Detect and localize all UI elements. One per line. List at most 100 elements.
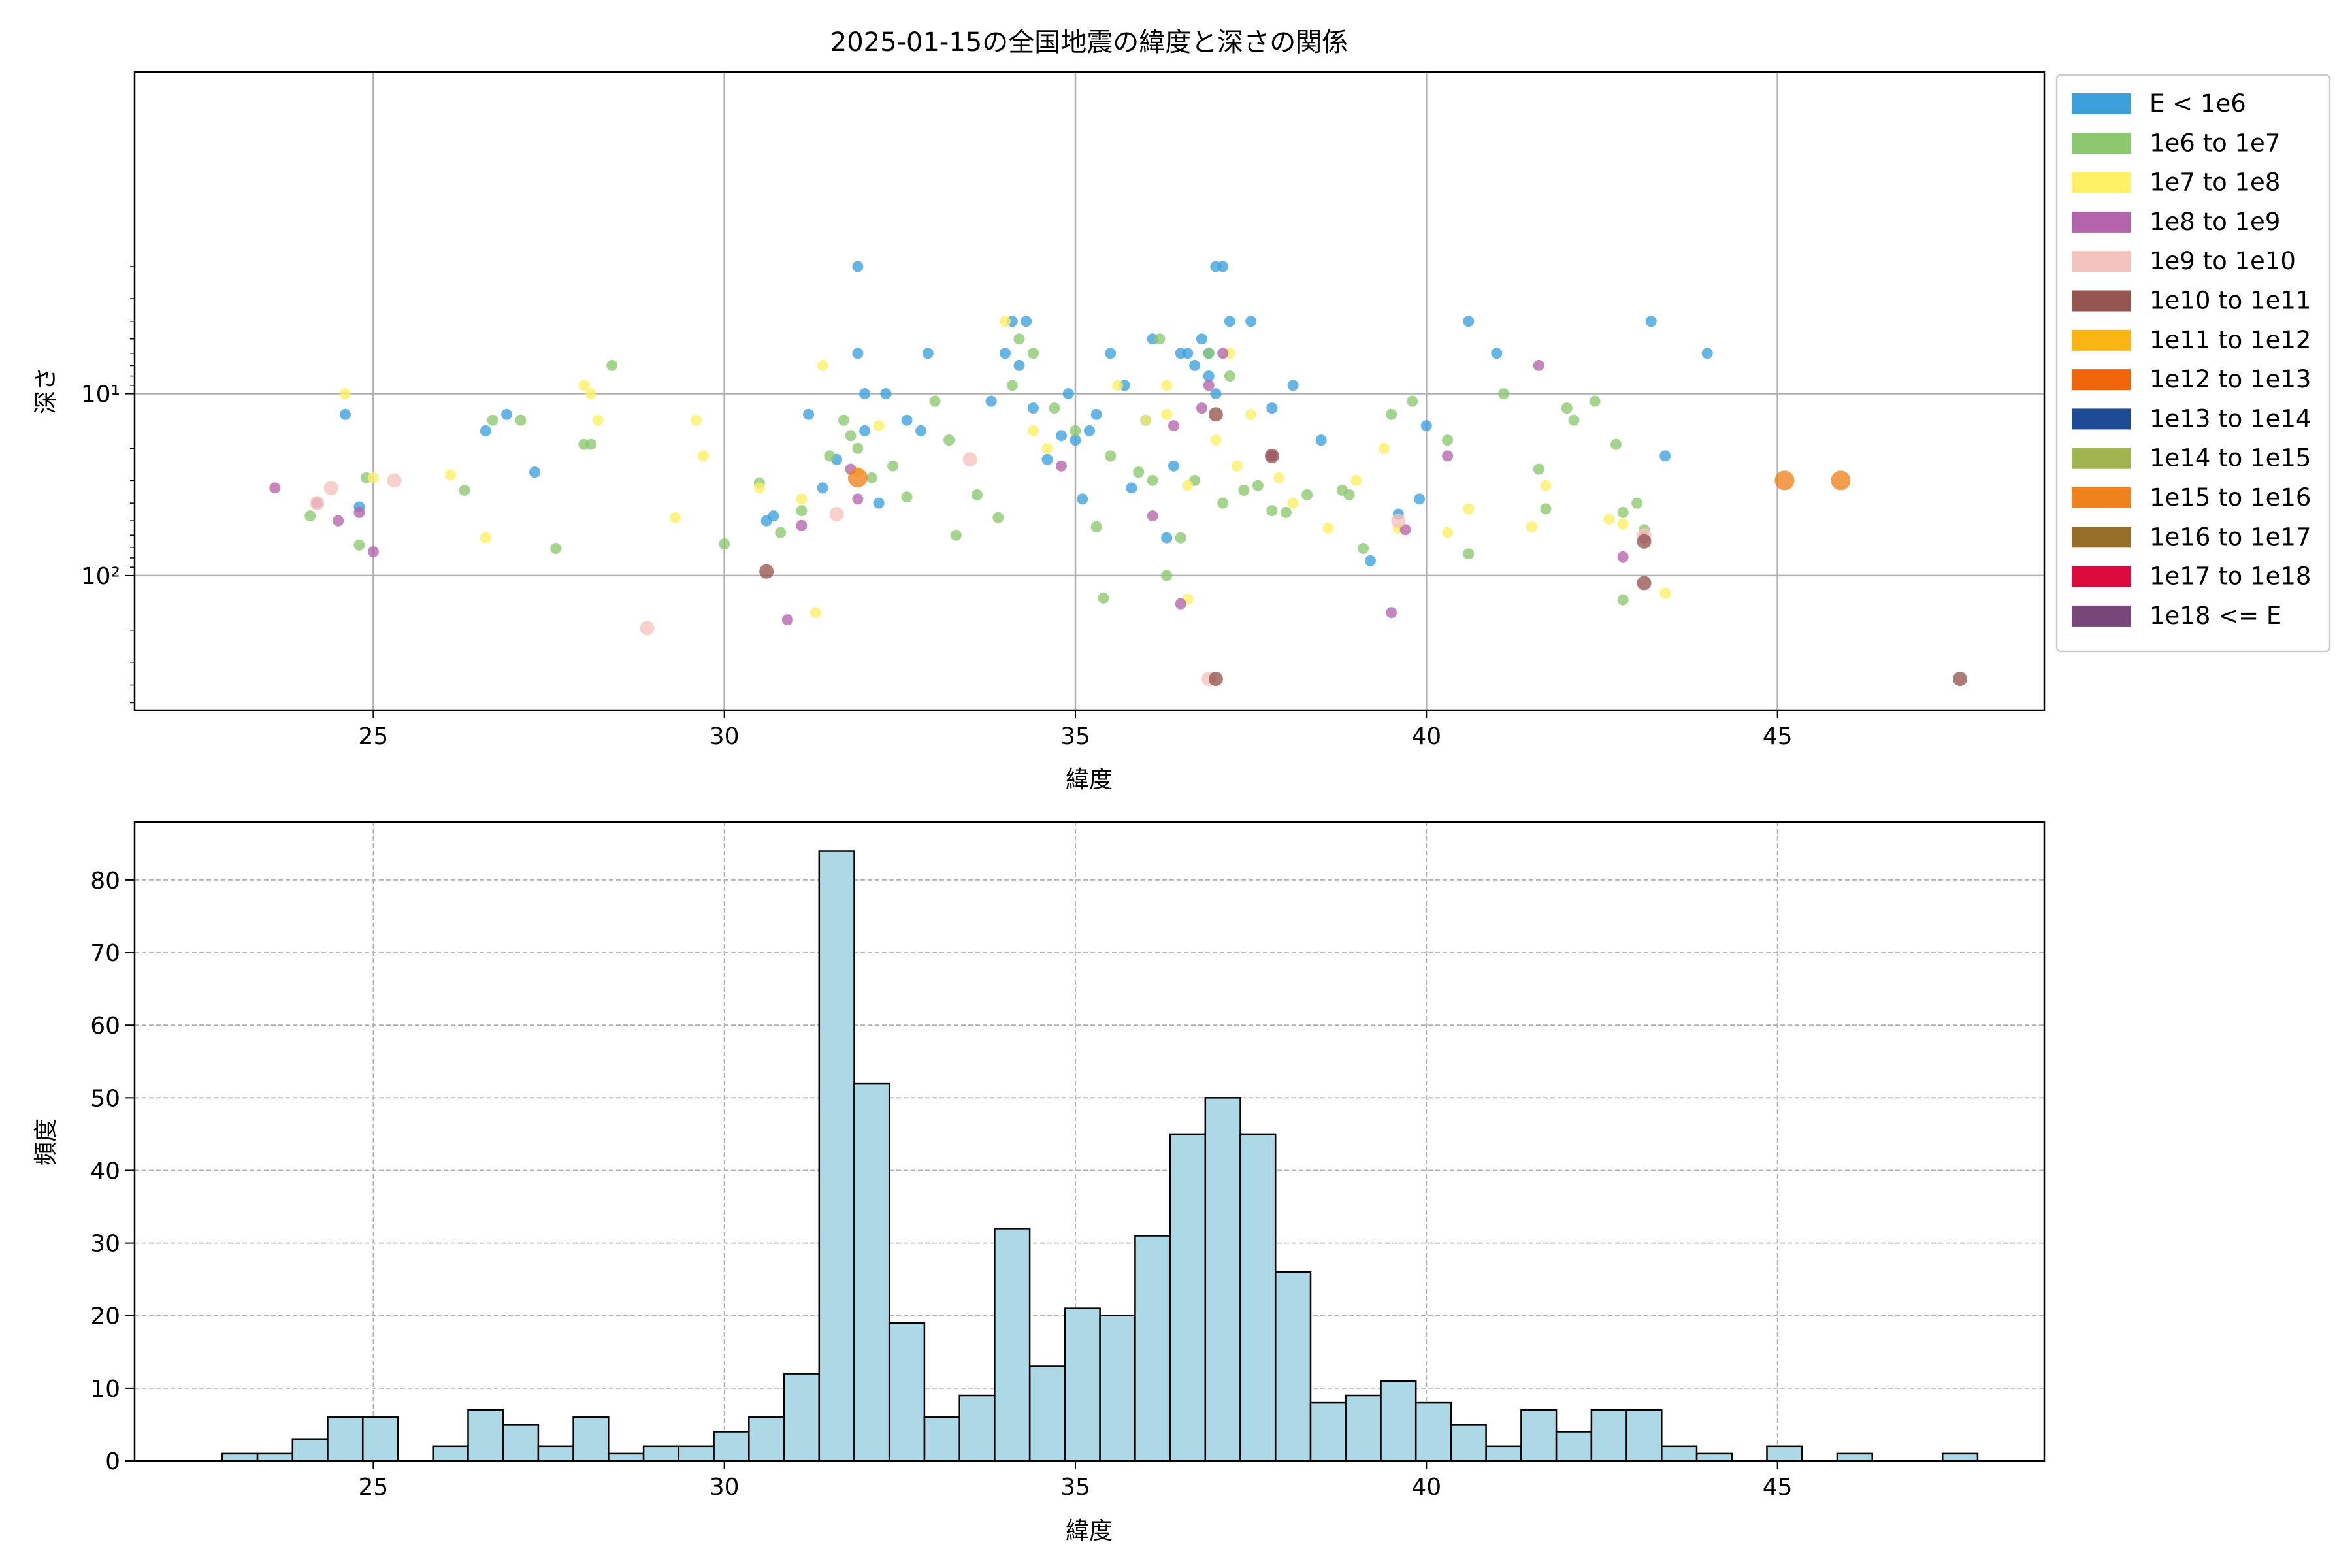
scatter-point [824, 450, 836, 462]
scatter-point [1013, 359, 1025, 371]
scatter-point [1049, 402, 1060, 414]
scatter-point [1217, 348, 1229, 359]
scatter-point [1224, 316, 1235, 327]
histogram-bar [467, 1409, 504, 1462]
histogram-bar [1169, 1133, 1207, 1462]
histogram-bar [221, 1452, 259, 1462]
scatter-point [1161, 408, 1173, 420]
scatter-point [1953, 672, 1967, 687]
scatter-x-tick-label: 30 [710, 723, 740, 750]
scatter-point [1154, 333, 1166, 345]
scatter-point [1161, 532, 1173, 544]
histogram-bar [1028, 1365, 1066, 1462]
scatter-x-tick-label: 45 [1763, 723, 1793, 750]
scatter-point [1533, 463, 1544, 475]
scatter-point [1210, 388, 1222, 400]
scatter-point [1000, 348, 1011, 359]
scatter-point [1062, 388, 1074, 400]
scatter-point [796, 505, 808, 517]
histogram-bar [1555, 1431, 1593, 1462]
scatter-point [1350, 474, 1362, 486]
histogram-bar [1275, 1271, 1312, 1462]
scatter-x-axis-label: 緯度 [1066, 766, 1113, 793]
scatter-point [1463, 503, 1475, 515]
scatter-point [1168, 420, 1179, 432]
scatter-point [985, 395, 997, 407]
histogram-x-tick-label: 40 [1411, 1474, 1441, 1501]
legend-label: 1e13 to 1e14 [2149, 404, 2311, 433]
scatter-point [1013, 333, 1025, 345]
scatter-point [592, 414, 604, 426]
scatter-point [829, 507, 844, 521]
histogram-bar [1064, 1307, 1101, 1462]
scatter-point [606, 359, 618, 371]
scatter-point [1041, 453, 1053, 465]
scatter-point [323, 480, 338, 495]
scatter-plot-area [135, 72, 2044, 710]
legend-label: 1e15 to 1e16 [2149, 483, 2311, 512]
scatter-point [915, 425, 927, 436]
scatter-point [1442, 434, 1454, 446]
scatter-point [972, 489, 983, 500]
scatter-point [339, 408, 351, 420]
scatter-point [760, 515, 772, 527]
scatter-point [1358, 543, 1369, 554]
scatter-point [269, 482, 281, 494]
scatter-point [1210, 434, 1222, 446]
histogram-bar [502, 1424, 540, 1462]
scatter-point [859, 425, 871, 436]
legend-label: 1e7 to 1e8 [2149, 169, 2280, 197]
scatter-point [852, 442, 864, 454]
scatter-point [1617, 506, 1629, 518]
scatter-point [1420, 420, 1432, 432]
scatter-point [950, 529, 962, 541]
scatter-point [817, 482, 828, 494]
scatter-point [1105, 348, 1117, 359]
scatter-chart: 2025-01-15の全国地震の緯度と深さの関係 25 30 35 40 45 10¹1… [33, 27, 2046, 793]
scatter-point [1070, 434, 1081, 446]
scatter-point [1774, 470, 1795, 491]
histogram-y-tick-label: 0 [105, 1448, 120, 1475]
scatter-point [929, 395, 941, 407]
scatter-frame [133, 71, 2046, 711]
legend-swatch [2072, 329, 2131, 351]
legend-label: 1e17 to 1e18 [2149, 563, 2311, 591]
scatter-point [1540, 503, 1552, 515]
scatter-point [1161, 380, 1173, 391]
legend-swatch [2072, 408, 2131, 430]
scatter-point [1540, 480, 1552, 491]
scatter-point [1463, 548, 1475, 560]
histogram-bar [678, 1445, 715, 1462]
legend-swatch [2072, 605, 2131, 627]
scatter-point [1217, 497, 1229, 509]
histogram-x-axis-label: 緯度 [1066, 1518, 1113, 1544]
scatter-point [873, 497, 885, 509]
histogram-bar [327, 1416, 364, 1462]
scatter-point [1589, 395, 1601, 407]
scatter-point [1287, 380, 1299, 391]
scatter-point [1533, 359, 1544, 371]
scatter-point [550, 543, 562, 554]
scatter-point [887, 460, 899, 472]
scatter-point [529, 466, 540, 478]
histogram-bar [608, 1452, 645, 1462]
scatter-point [796, 519, 808, 531]
scatter-point [333, 515, 344, 527]
scatter-grid [135, 72, 2044, 710]
histogram-bar [1590, 1409, 1627, 1462]
scatter-point [809, 607, 821, 619]
scatter-point [1041, 442, 1053, 454]
legend-swatch [2072, 133, 2131, 154]
scatter-point [1203, 370, 1215, 382]
scatter-point [515, 414, 527, 426]
scatter-point [1238, 485, 1250, 496]
scatter-point [759, 564, 774, 579]
scatter-point [1245, 316, 1257, 327]
histogram-y-tick-label: 80 [90, 868, 120, 894]
scatter-point [1252, 480, 1264, 491]
scatter-point [1603, 514, 1615, 525]
scatter-point [585, 388, 596, 400]
scatter-point [852, 493, 864, 505]
scatter-point [1631, 497, 1643, 509]
scatter-point [459, 485, 470, 496]
